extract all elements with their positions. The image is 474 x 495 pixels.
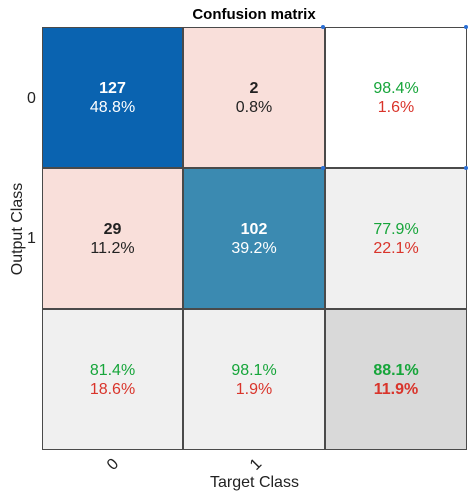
matrix-cell-1-0: 29 11.2% xyxy=(42,168,183,309)
matrix-cell-2-1: 98.1% 1.9% xyxy=(183,309,325,450)
cell-error-rate: 11.9% xyxy=(373,380,419,398)
cell-percent: 11.2% xyxy=(90,239,135,257)
y-axis-label: Output Class xyxy=(9,182,26,276)
matrix-grid: 127 48.8% 2 0.8% 98.4% 1.6% 29 11.2% 102 39.2% 77.… xyxy=(42,27,467,450)
cell-error-rate: 1.6% xyxy=(377,98,415,116)
y-tick-label-0: 0 xyxy=(27,90,36,107)
cell-correct-rate: 98.1% xyxy=(231,361,277,379)
resize-handle-bottom-right[interactable] xyxy=(464,166,468,170)
matrix-cell-0-1: 2 0.8% xyxy=(183,27,325,168)
cell-count: 2 xyxy=(249,79,259,97)
cell-percent: 48.8% xyxy=(89,98,136,116)
resize-handle-bottom-left[interactable] xyxy=(321,166,325,170)
cell-correct-rate: 98.4% xyxy=(373,79,419,97)
cell-percent: 39.2% xyxy=(231,239,277,257)
matrix-cell-1-1: 102 39.2% xyxy=(183,168,325,309)
cell-correct-rate: 88.1% xyxy=(373,361,419,379)
cell-error-rate: 22.1% xyxy=(373,239,419,257)
cell-error-rate: 1.9% xyxy=(235,380,273,398)
matrix-cell-0-0: 127 48.8% xyxy=(42,27,183,168)
chart-title: Confusion matrix xyxy=(192,6,316,23)
x-tick-label-0: 0 xyxy=(103,455,123,474)
resize-handle-top[interactable] xyxy=(321,25,325,29)
resize-handle-top-right[interactable] xyxy=(464,25,468,29)
cell-count: 29 xyxy=(103,220,122,238)
matrix-cell-0-2: 98.4% 1.6% xyxy=(325,27,467,168)
y-tick-label-1: 1 xyxy=(27,230,36,247)
matrix-cell-2-2: 88.1% 11.9% xyxy=(325,309,467,450)
x-tick-label-1: 1 xyxy=(246,455,266,474)
matrix-cell-1-2: 77.9% 22.1% xyxy=(325,168,467,309)
matrix-cell-2-0: 81.4% 18.6% xyxy=(42,309,183,450)
cell-count: 102 xyxy=(240,220,268,238)
cell-count: 127 xyxy=(99,79,126,97)
x-axis-label: Target Class xyxy=(210,474,299,491)
cell-percent: 0.8% xyxy=(235,98,273,116)
cell-correct-rate: 81.4% xyxy=(89,361,136,379)
cell-error-rate: 18.6% xyxy=(89,380,136,398)
cell-correct-rate: 77.9% xyxy=(373,220,419,238)
